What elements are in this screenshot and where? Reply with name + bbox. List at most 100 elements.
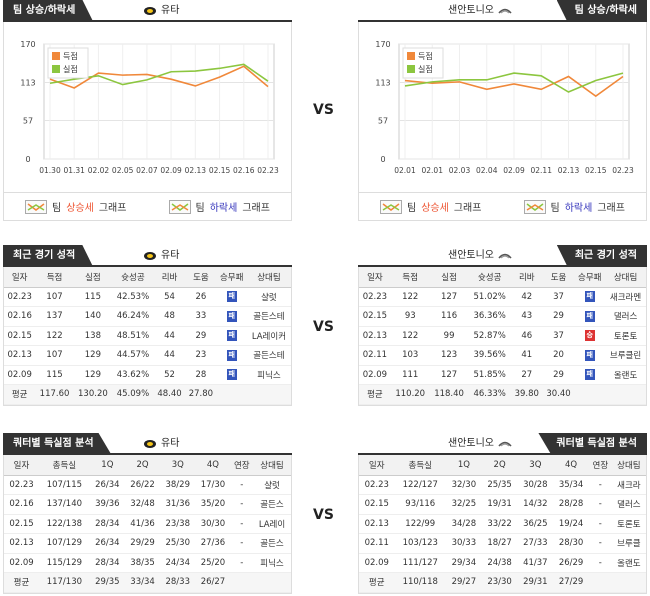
table-cell: - (588, 514, 612, 534)
table-cell: 107 (35, 345, 74, 366)
column-header: 총득실 (394, 455, 446, 476)
legend-swatch (52, 65, 60, 73)
table-cell: 02.23 (359, 287, 391, 307)
table-cell: 122/99 (394, 514, 446, 534)
table-row: 02.16 137/140 39/36 32/48 31/36 35/20- 골든스 (4, 494, 291, 515)
x-tick-label: 02.09 (160, 166, 182, 175)
table-cell: - (588, 475, 612, 495)
table-cell (588, 572, 612, 593)
table-cell: 24/38 (481, 553, 518, 573)
table-cell: 29/27 (446, 572, 482, 593)
table-cell (216, 384, 247, 405)
table-cell: 29 (185, 326, 217, 346)
right-recent-panel: 샌안토니오 최근 경기 성적 일자 득점 실점 슛성공 리바 도움 승무패 상대팀 02.23 1… (358, 245, 647, 406)
column-header: 4Q (553, 455, 589, 476)
y-tick-label: 113 (375, 79, 390, 88)
table-cell: 39/36 (89, 494, 125, 515)
recent-tag-right: 최근 경기 성적 (556, 245, 647, 267)
table-cell: 골든스 (253, 494, 291, 515)
table-cell: - (230, 533, 254, 554)
column-header: 상대팀 (246, 267, 291, 288)
legend-prefix: 팀 (407, 203, 417, 214)
team-logo-icon (144, 7, 156, 15)
table-cell: 38/35 (124, 553, 161, 573)
table-cell: 샬럿 (253, 475, 291, 495)
table-cell: 02.23 (4, 287, 36, 307)
table-cell: 39.56% (468, 345, 511, 366)
table-cell: 33/34 (124, 572, 161, 593)
column-header: 일자 (4, 267, 36, 288)
table-cell: 피닉스 (246, 365, 291, 385)
table-row: 02.09 115/129 28/34 38/35 24/34 25/20- 피닉스 (4, 553, 291, 573)
legend-suffix: 그래프 (597, 203, 625, 214)
result-badge: 패 (226, 369, 237, 381)
table-cell: 평균 (4, 572, 39, 593)
table-cell: 43 (510, 306, 543, 327)
column-header: 승무패 (216, 267, 247, 288)
table-cell: 댈러스 (611, 494, 646, 515)
result-badge: 승 (584, 330, 595, 342)
table-cell: 30/28 (517, 475, 554, 495)
team-name-right: 샌안토니오 (448, 245, 512, 267)
column-header: 1Q (446, 455, 482, 476)
table-cell: 27.80 (185, 384, 217, 405)
table-cell: 31/36 (160, 494, 196, 515)
team-name-left: 유타 (143, 433, 179, 455)
legend-bar-right: 팀 상승세 그래프 팀 하락세 그래프 (359, 192, 646, 220)
table-cell: 37 (542, 326, 575, 346)
column-header: 실점 (429, 267, 469, 288)
x-tick-label: 01.30 (39, 166, 61, 175)
table-cell: 107 (35, 287, 74, 307)
table-cell: 골든스테 (246, 306, 291, 327)
quarter-header-right: 샌안토니오 쿼터별 득실점 분석 (358, 433, 647, 455)
table-cell: 02.16 (4, 306, 36, 327)
legend-down-left[interactable]: 팀 하락세 그래프 (168, 199, 270, 214)
vs-label-3: VS (313, 507, 334, 523)
x-tick-label: 02.11 (531, 166, 553, 175)
table-cell: 02.15 (359, 306, 391, 327)
table-cell: 35/20 (195, 494, 231, 515)
table-cell: - (230, 475, 254, 495)
legend-prefix: 팀 (52, 203, 62, 214)
table-cell: 103 (390, 345, 430, 366)
average-row: 평균 117/130 29/35 33/34 28/33 26/27 (4, 572, 291, 593)
table-cell: 패 (216, 306, 247, 327)
column-header: 1Q (89, 455, 125, 476)
column-header: 슛성공 (468, 267, 511, 288)
legend-down-right[interactable]: 팀 하락세 그래프 (523, 199, 625, 214)
table-row: 02.15 122 138 48.51% 44 29 패 LA레이커 (4, 326, 291, 346)
table-cell: 02.09 (4, 553, 39, 573)
table-cell: 122 (390, 326, 430, 346)
column-header: 2Q (481, 455, 518, 476)
legend-up-left[interactable]: 팀 상승세 그래프 (25, 199, 126, 214)
table-cell: 26/22 (124, 475, 161, 495)
legend-label: 득점 (418, 51, 433, 61)
table-cell: 평균 (359, 572, 395, 593)
table-cell: 평균 (4, 384, 36, 405)
x-tick-label: 02.15 (585, 166, 607, 175)
trend-header-left: 팀 상승/하락세 유타 (3, 0, 292, 22)
table-row: 02.11 103 123 39.56% 41 20 패 브루클린 (359, 345, 646, 366)
trend-header-right: 샌안토니오 팀 상승/하락세 (358, 0, 647, 22)
table-cell: 130.20 (73, 384, 113, 405)
table-cell: 36/25 (517, 514, 554, 534)
table-cell: 02.13 (359, 514, 395, 534)
table-cell: 123 (429, 345, 469, 366)
table-row: 02.15 93 116 36.36% 43 29 패 댈러스 (359, 306, 646, 327)
y-tick-label: 0 (380, 155, 385, 164)
table-cell: 93/116 (394, 494, 446, 515)
recent-header-left: 최근 경기 성적 유타 (3, 245, 292, 267)
y-tick-label: 170 (20, 40, 35, 49)
table-cell: 30/33 (446, 533, 482, 554)
table-cell: 127 (429, 365, 469, 385)
table-cell: 새크라멘 (605, 287, 646, 307)
table-row: 02.13 107 129 44.57% 44 23 패 골든스테 (4, 345, 291, 366)
table-cell: 02.13 (359, 326, 391, 346)
table-cell: 02.15 (4, 326, 36, 346)
table-cell: 토론토 (611, 514, 646, 534)
table-row: 02.13 122 99 52.87% 46 37 승 토론토 (359, 326, 646, 346)
table-cell: 패 (216, 287, 247, 307)
legend-up-right[interactable]: 팀 상승세 그래프 (380, 199, 481, 214)
x-tick-label: 02.03 (449, 166, 471, 175)
table-cell: 패 (574, 287, 606, 307)
